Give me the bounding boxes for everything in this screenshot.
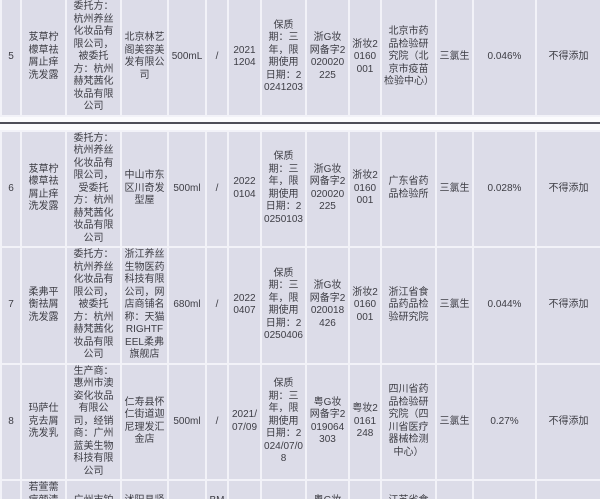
- cell-size: 20ml: [167, 479, 207, 499]
- cell-registration-no: 浙G妆网备字2020020225: [305, 0, 350, 117]
- cell-production-date: 2021/07/09: [227, 362, 262, 481]
- cell-inspection-org: 北京市药品检验研究院（北京市疫苗检验中心）: [380, 0, 437, 117]
- cell-license-no: 粤妆20170603: [348, 479, 382, 499]
- cell-expiry: 保质期：三年，限期使用日期：20250103: [260, 129, 307, 248]
- cell-sampled-unit: 沭阳县贤官镇士青百货经营部: [120, 479, 169, 499]
- cell-batch: /: [205, 362, 229, 481]
- cell-size: 500ml: [167, 362, 207, 481]
- cell-manufacturer: 委托方：杭州养丝化妆品有限公司，受委托方：杭州赫梵茜化妆品有限公司: [65, 129, 122, 248]
- cell-registration-no: 浙G妆网备字2020018426: [305, 246, 350, 365]
- cell-manufacturer: 委托方：杭州养丝化妆品有限公司，被委托方：杭州赫梵茜化妆品有限公司: [65, 0, 122, 117]
- cell-sampled-unit: 中山市东区川奇发型屋: [120, 129, 169, 248]
- cell-inspection-org: 浙江省食品药品检验研究院: [380, 246, 437, 365]
- results-table-fragment-top: 5 芨草柠檬草祛屑止痒洗发露 委托方：杭州养丝化妆品有限公司，被委托方：杭州赫梵…: [0, 0, 600, 117]
- cell-detected-value: 0.27%: [472, 362, 537, 481]
- cell-size: 500mL: [167, 0, 207, 117]
- table-row: 9 若萱薷痘颜清祛痘焕颜套盒-祛痘精华液 广州市铂雷生物科技有限公司 沭阳县贤官…: [0, 479, 600, 499]
- cell-detected-value: 0.046%: [472, 0, 537, 117]
- results-table-fragment-bottom: 6 芨草柠檬草祛屑止痒洗发露 委托方：杭州养丝化妆品有限公司，受委托方：杭州赫梵…: [0, 129, 600, 499]
- cell-sampled-unit: 北京林艺阁美容美发有限公司: [120, 0, 169, 117]
- cell-manufacturer: 广州市铂雷生物科技有限公司: [65, 479, 122, 499]
- cell-batch: /: [205, 246, 229, 365]
- cell-seq: 5: [0, 0, 22, 117]
- cell-seq: 8: [0, 362, 22, 481]
- cell-detected-value: 0.028%: [472, 129, 537, 248]
- cell-detected-value: 0.044%: [472, 246, 537, 365]
- cell-batch: /: [205, 129, 229, 248]
- cell-requirement: 不得添加: [535, 362, 600, 481]
- cell-registration-no: 粤G妆网备字2021102599: [305, 479, 350, 499]
- cell-manufacturer: 生产商：惠州市澳姿化妆品有限公司，经销商：广州蓝美生物科技有限公司: [65, 362, 122, 481]
- cell-product: 若萱薷痘颜清祛痘焕颜套盒-祛痘精华液: [20, 479, 67, 499]
- table-row: 8 玛萨仕克去屑洗发乳 生产商：惠州市澳姿化妆品有限公司，经销商：广州蓝美生物科…: [0, 362, 600, 481]
- cell-product: 柔弗平衡祛屑洗发露: [20, 246, 67, 365]
- cell-seq: 6: [0, 129, 22, 248]
- cell-requirement: 不得添加: [535, 246, 600, 365]
- cell-detected-item: 氯霉素: [435, 479, 474, 499]
- cell-requirement: 不得添加: [535, 479, 600, 499]
- cell-expiry: 保质期：三年，限期使用日期：2024/07/08: [260, 362, 307, 481]
- cell-detected-item: 三氯生: [435, 129, 474, 248]
- cell-expiry: 保质期：三年，限期使用日期：20250406: [260, 246, 307, 365]
- cell-production-date: 20220407: [227, 246, 262, 365]
- cell-sampled-unit: 仁寿县怀仁街道迦尼理发汇金店: [120, 362, 169, 481]
- cell-detected-item: 三氯生: [435, 246, 474, 365]
- table-row: 6 芨草柠檬草祛屑止痒洗发露 委托方：杭州养丝化妆品有限公司，受委托方：杭州赫梵…: [0, 129, 600, 248]
- cell-product: 芨草柠檬草祛屑止痒洗发露: [20, 129, 67, 248]
- cell-inspection-org: 四川省药品检验研究院（四川省医疗器械检测中心）: [380, 362, 437, 481]
- cell-registration-no: 粤G妆网备字2019064303: [305, 362, 350, 481]
- table-row: 5 芨草柠檬草祛屑止痒洗发露 委托方：杭州养丝化妆品有限公司，被委托方：杭州赫梵…: [0, 0, 600, 117]
- cell-inspection-org: 江苏省食品药品监督检验研究院: [380, 479, 437, 499]
- cell-license-no: 浙妆20160001: [348, 129, 382, 248]
- cell-requirement: 不得添加: [535, 129, 600, 248]
- cell-production-date: 20220104: [227, 129, 262, 248]
- cell-requirement: 不得添加: [535, 0, 600, 117]
- cell-license-no: 浙妆20160001: [348, 246, 382, 365]
- cell-production-date: 20211204: [227, 0, 262, 117]
- cell-batch: /: [205, 0, 229, 117]
- cell-batch: BM220105: [205, 479, 229, 499]
- cell-license-no: 粤妆20161248: [348, 362, 382, 481]
- cell-size: 680ml: [167, 246, 207, 365]
- cell-seq: 7: [0, 246, 22, 365]
- cell-manufacturer: 委托方：杭州养丝化妆品有限公司，被委托方：杭州赫梵茜化妆品有限公司: [65, 246, 122, 365]
- page-break-divider: [0, 116, 600, 130]
- cell-size: 500ml: [167, 129, 207, 248]
- cell-production-date: /: [227, 479, 262, 499]
- cell-license-no: 浙妆20160001: [348, 0, 382, 117]
- cell-sampled-unit: 浙江养丝生物医药科技有限公司，网店商铺名称：天猫RIGHTFEEL柔弗旗舰店: [120, 246, 169, 365]
- cell-detected-value: 1.00×10⁴μg/g: [472, 479, 537, 499]
- cell-product: 芨草柠檬草祛屑止痒洗发露: [20, 0, 67, 117]
- cell-product: 玛萨仕克去屑洗发乳: [20, 362, 67, 481]
- table-row: 7 柔弗平衡祛屑洗发露 委托方：杭州养丝化妆品有限公司，被委托方：杭州赫梵茜化妆…: [0, 246, 600, 365]
- cell-expiry: 2025/01/06: [260, 479, 307, 499]
- cell-seq: 9: [0, 479, 22, 499]
- cell-detected-item: 三氯生: [435, 362, 474, 481]
- cell-expiry: 保质期：三年，限期使用日期：20241203: [260, 0, 307, 117]
- page-break-rule: [0, 122, 600, 124]
- cell-registration-no: 浙G妆网备字2020020225: [305, 129, 350, 248]
- cell-inspection-org: 广东省药品检验所: [380, 129, 437, 248]
- cell-detected-item: 三氯生: [435, 0, 474, 117]
